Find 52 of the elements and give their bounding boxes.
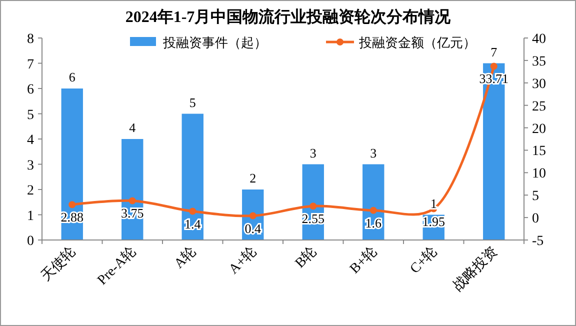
- y-tick-label: 4: [27, 133, 34, 148]
- data-label: 5: [189, 94, 196, 110]
- chart-title: 2024年1-7月中国物流行业投融资轮次分布情况: [125, 7, 452, 26]
- x-tick-label: B+轮: [346, 244, 380, 277]
- x-tick-label: C+轮: [407, 244, 440, 277]
- point: [370, 206, 377, 214]
- y-tick-label: 5: [27, 108, 34, 123]
- data-label: 3: [370, 145, 377, 160]
- point: [249, 212, 256, 220]
- data-label: 3.75: [121, 206, 144, 221]
- x-tick-label: A轮: [171, 244, 200, 272]
- y-tick-label: 0: [27, 234, 34, 249]
- data-label: 1.4: [184, 216, 202, 232]
- data-label: 3: [310, 145, 316, 160]
- data-label: 7: [490, 44, 498, 60]
- y2-tick-label: 0: [532, 212, 539, 227]
- y-tick-label: 3: [27, 158, 34, 174]
- point: [128, 197, 136, 204]
- y2-tick-label: 15: [532, 144, 546, 160]
- data-label: 2: [250, 170, 256, 186]
- legend-label: 投融资事件（起）: [162, 35, 267, 50]
- y2-tick-label: 40: [532, 32, 546, 47]
- y-tick-label: 1: [27, 208, 34, 224]
- legend-label: 投融资金额（亿元）: [358, 35, 476, 50]
- y2-tick-label: 5: [532, 189, 539, 204]
- x-tick-label: 天使轮: [38, 244, 79, 285]
- y2-tick-label: 10: [532, 166, 546, 182]
- bar: [61, 88, 83, 240]
- bar: [182, 114, 204, 240]
- data-label: 0.4: [244, 220, 262, 236]
- data-label: 1.95: [422, 214, 445, 229]
- x-tick-label: 战略投资: [450, 244, 501, 294]
- y2-tick-label: -5: [532, 234, 544, 249]
- data-label: 4: [129, 120, 136, 135]
- data-label: 2.88: [60, 210, 84, 225]
- y-tick-label: 8: [27, 32, 34, 47]
- data-label: 1.6: [365, 215, 382, 230]
- y2-tick-label: 30: [532, 76, 546, 92]
- x-tick-label: B轮: [292, 244, 320, 272]
- x-tick-label: A+轮: [226, 244, 260, 278]
- y-tick-label: 2: [27, 184, 34, 198]
- y-tick-label: 7: [27, 57, 34, 72]
- point: [310, 202, 317, 210]
- data-label: 6: [68, 70, 76, 84]
- y2-tick-label: 35: [532, 54, 546, 70]
- data-label: 2.55: [302, 211, 324, 226]
- y-tick-label: 6: [27, 82, 34, 98]
- point: [490, 62, 498, 70]
- point: [68, 201, 76, 208]
- y2-tick-label: 25: [532, 99, 546, 114]
- y2-tick-label: 20: [532, 122, 546, 137]
- point: [189, 208, 196, 215]
